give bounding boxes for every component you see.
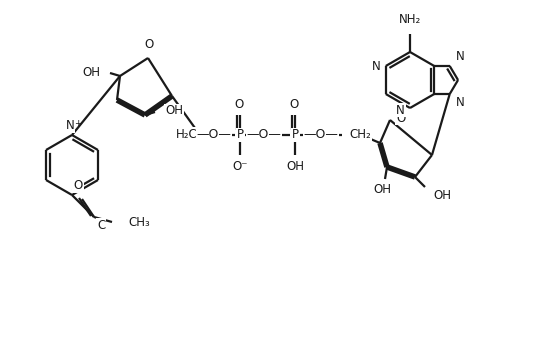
Text: N: N [372,59,381,72]
Text: OH: OH [286,160,304,173]
Text: O: O [144,38,154,51]
Text: O: O [289,98,299,111]
Text: H₂C: H₂C [176,128,198,140]
Text: C: C [97,219,105,232]
Text: NH₂: NH₂ [399,13,421,26]
Text: N: N [396,103,405,117]
Text: +: + [74,119,82,128]
Text: O: O [234,98,244,111]
Text: OH: OH [165,104,183,118]
Text: OH: OH [433,189,451,202]
Text: —O—: —O— [197,129,231,141]
Text: P: P [237,129,244,141]
Text: —O—: —O— [303,129,338,141]
Text: O: O [396,112,405,124]
Text: CH₂: CH₂ [349,129,371,141]
Text: N: N [455,50,465,63]
Text: O⁻: O⁻ [232,160,248,173]
Text: O: O [73,179,82,192]
Text: N: N [66,119,74,132]
Text: N: N [455,96,465,109]
Text: OH: OH [373,183,391,196]
Text: —O—: —O— [246,129,281,141]
Text: P: P [292,129,299,141]
Text: OH: OH [82,66,100,79]
Text: CH₃: CH₃ [128,216,150,228]
